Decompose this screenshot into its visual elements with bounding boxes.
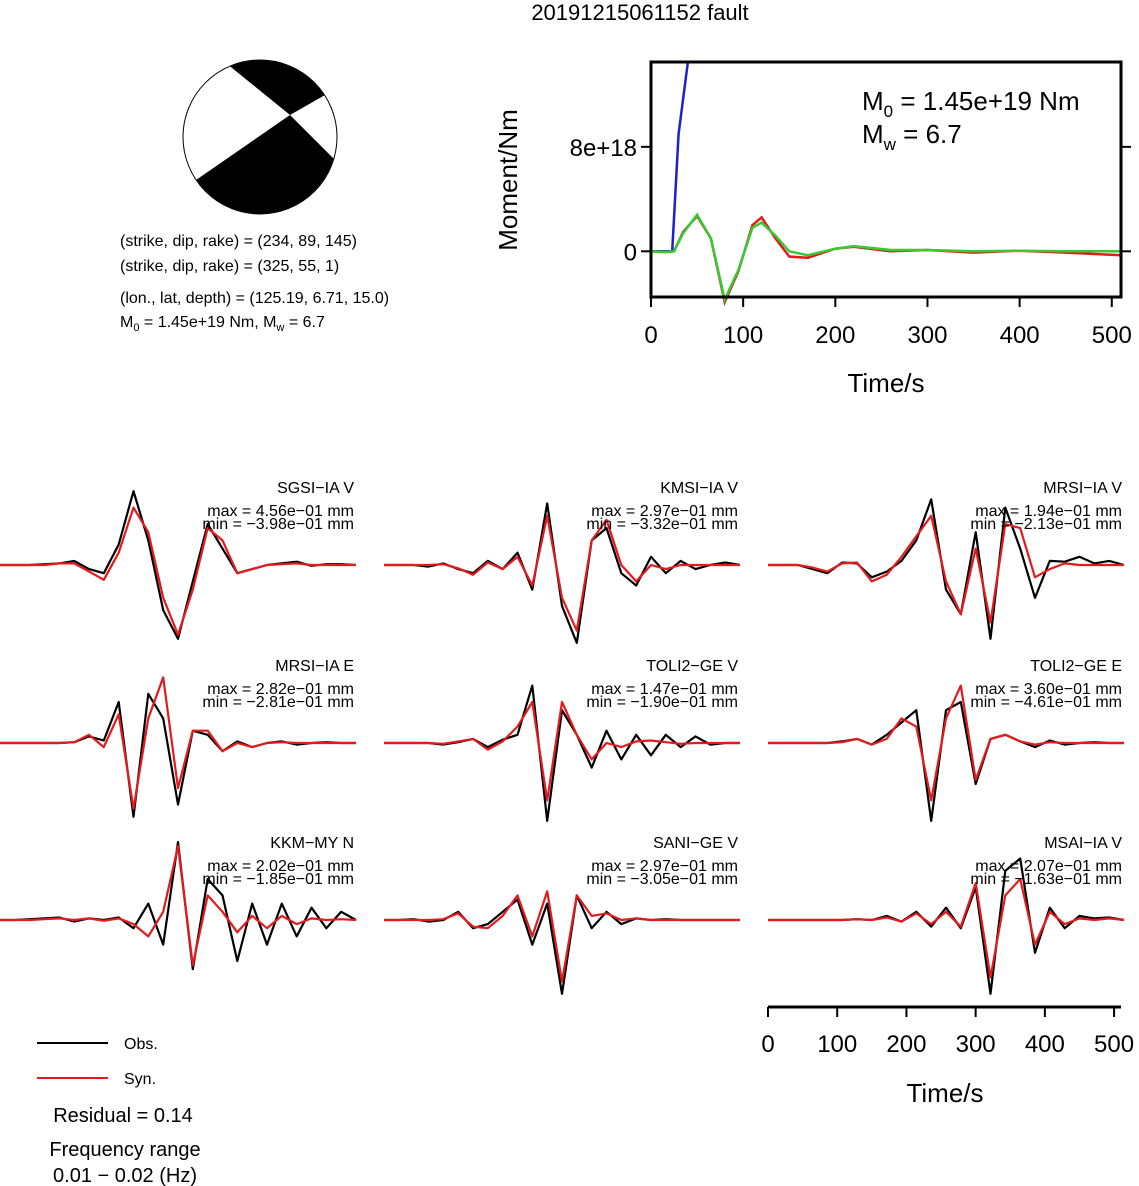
trace-syn: [0, 676, 356, 810]
moment-xtick-label: 100: [723, 322, 763, 349]
mechanism-plane-2: (strike, dip, rake) = (325, 55, 1): [120, 258, 339, 275]
trace-syn: [768, 514, 1124, 624]
station-name: KKM−MY N: [270, 835, 354, 852]
moment-axes: 0 100 200 300 400 500 0 8e+18: [570, 135, 1132, 349]
moment-ylabel: Moment/Nm: [493, 109, 523, 251]
trace-syn: [0, 506, 356, 636]
station-max: max = 2.82e−01 mm: [207, 681, 354, 698]
station-min: min = −3.98e−01 mm: [202, 516, 354, 533]
station-max: max = 1.47e−01 mm: [591, 681, 738, 698]
frequency-range-value: 0.01 − 0.02 (Hz): [53, 1165, 197, 1186]
moment-series-green: [650, 212, 1121, 304]
station-max: max = 3.60e−01 mm: [975, 681, 1122, 698]
station-max: max = 2.97e−01 mm: [591, 858, 738, 875]
station-min: min = −1.63e−01 mm: [970, 871, 1122, 888]
moment-ytick-label: 0: [624, 239, 637, 266]
moment-xtick-label: 200: [815, 322, 855, 349]
station-min: min = −3.32e−01 mm: [586, 516, 738, 533]
station-name: TOLI2−GE E: [1030, 658, 1122, 675]
waveform-xtick-label: 400: [1025, 1031, 1065, 1058]
trace-syn: [384, 514, 740, 632]
moment-plot-frame: [649, 60, 1123, 299]
trace-syn: [768, 684, 1124, 802]
station-name: MRSI−IA V: [1043, 480, 1122, 497]
trace-obs: [0, 692, 356, 818]
station-name: MRSI−IA E: [275, 658, 354, 675]
station-max: max = 2.02e−01 mm: [207, 858, 354, 875]
waveform-time-axis: 0 100 200 300 400 500: [761, 1005, 1134, 1058]
residual-text: Residual = 0.14: [53, 1105, 193, 1127]
station-name: MSAI−IA V: [1044, 835, 1122, 852]
station-name: SANI−GE V: [653, 835, 738, 852]
station-name: TOLI2−GE V: [646, 658, 738, 675]
trace-obs: [768, 498, 1125, 640]
station-min: min = −2.13e−01 mm: [970, 516, 1122, 533]
moment-xlabel: Time/s: [847, 368, 924, 398]
moment-xtick-label: 400: [1000, 322, 1040, 349]
moment-annotation-m0: M0 = 1.45e+19 Nm: [862, 86, 1080, 121]
legend: Obs. Syn.: [37, 1036, 158, 1088]
legend-obs-label: Obs.: [124, 1036, 158, 1053]
station-min: min = −3.05e−01 mm: [586, 871, 738, 888]
waveform-xlabel: Time/s: [906, 1078, 983, 1108]
trace-syn: [384, 890, 740, 983]
waveform-xtick-label: 500: [1094, 1031, 1134, 1058]
mechanism-location: (lon., lat, depth) = (125.19, 6.71, 15.0…: [120, 290, 389, 307]
station-max: max = 2.97e−01 mm: [591, 503, 738, 520]
waveform-xtick-label: 300: [956, 1031, 996, 1058]
station-max: max = 2.07e−01 mm: [975, 858, 1122, 875]
moment-annotation-mw: Mw = 6.7: [862, 119, 962, 154]
figure-title: 20191215061152 fault: [531, 0, 748, 25]
mechanism-plane-1: (strike, dip, rake) = (234, 89, 145): [120, 233, 357, 250]
waveform-xtick-label: 0: [761, 1031, 774, 1058]
trace-syn: [0, 845, 357, 967]
frequency-range-label: Frequency range: [49, 1139, 200, 1161]
station-name: SGSI−IA V: [277, 480, 354, 497]
legend-syn-label: Syn.: [124, 1071, 156, 1088]
station-min: min = −2.81e−01 mm: [202, 694, 354, 711]
station-max: max = 1.94e−01 mm: [975, 503, 1122, 520]
station-min: min = −1.90e−01 mm: [586, 694, 738, 711]
mechanism-moment: M0 = 1.45e+19 Nm, Mw = 6.7: [120, 314, 325, 334]
trace-syn: [768, 877, 1125, 979]
waveform-xtick-label: 100: [817, 1031, 857, 1058]
station-min: min = −4.61e−01 mm: [970, 694, 1122, 711]
station-max: max = 4.56e−01 mm: [207, 503, 354, 520]
moment-xtick-label: 500: [1092, 322, 1132, 349]
moment-xtick-label: 0: [644, 322, 657, 349]
moment-xtick-label: 300: [907, 322, 947, 349]
beachball-icon: [182, 59, 338, 215]
waveform-xtick-label: 200: [886, 1031, 926, 1058]
station-min: min = −1.85e−01 mm: [202, 871, 354, 888]
trace-syn: [384, 700, 740, 802]
mechanism-info: (strike, dip, rake) = (234, 89, 145) (st…: [120, 233, 389, 334]
moment-ytick-label: 8e+18: [570, 135, 637, 162]
station-name: KMSI−IA V: [660, 480, 738, 497]
